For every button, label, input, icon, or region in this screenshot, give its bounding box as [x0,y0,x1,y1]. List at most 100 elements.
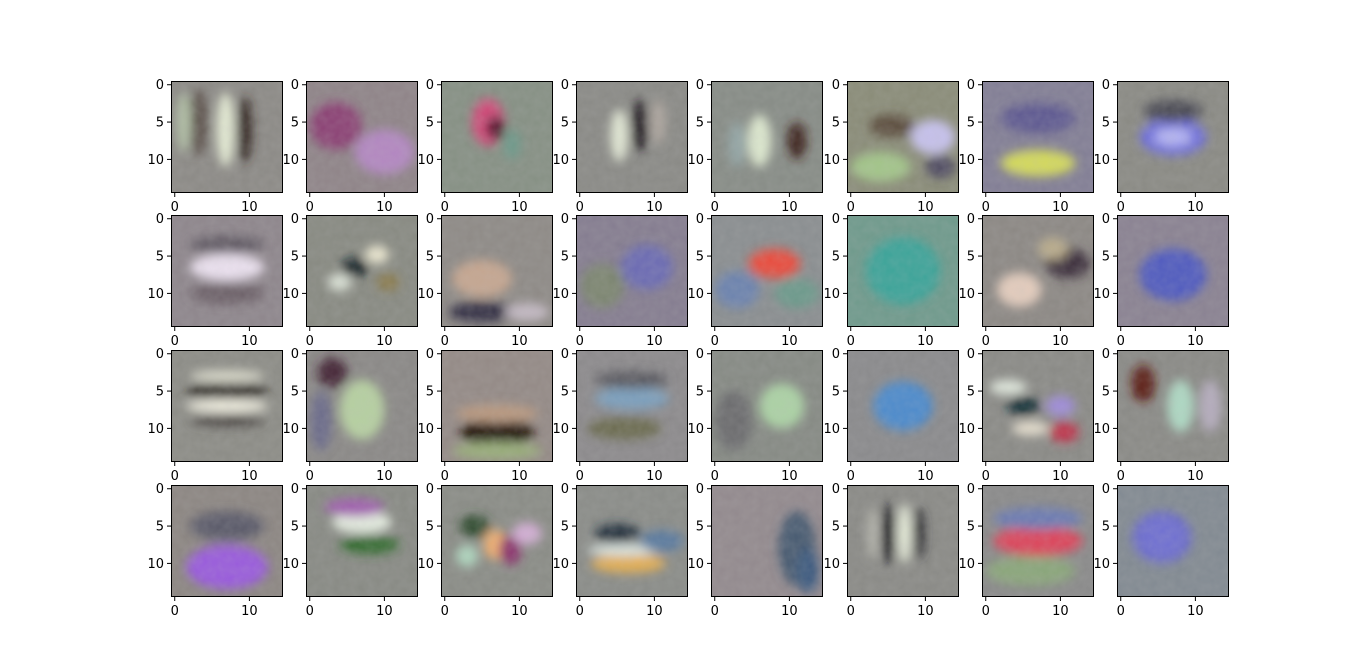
y-tick-label: 5 [832,385,840,400]
x-tick-label: 0 [982,469,990,484]
y-tick-label: 5 [832,116,840,131]
x-tick-label: 10 [646,469,663,484]
axes-frame [847,215,959,327]
filter-panel-r1-c6: 0 10 0 5 10 [958,212,1094,349]
filter-image [171,485,283,597]
axes-frame [576,485,688,597]
filter-image [982,350,1094,462]
x-tick-label: 0 [171,604,179,619]
y-tick-label: 0 [696,212,704,227]
filter-panel-r1-c2: 0 10 0 5 10 [417,212,553,349]
y-tick-label: 10 [417,287,434,302]
filter-panel-r0-c3: 0 10 0 5 10 [552,78,688,215]
filter-panel-r0-c4: 0 10 0 5 10 [687,78,823,215]
axes-frame [441,215,553,327]
y-tick-label: 0 [967,347,975,362]
y-tick-label: 5 [426,250,434,265]
x-tick-label: 10 [1187,334,1204,349]
filter-panel-r1-c3: 0 10 0 5 10 [552,212,688,349]
y-tick-label: 5 [156,385,164,400]
x-tick-label: 0 [982,334,990,349]
x-tick-label: 0 [441,604,449,619]
axes-frame [576,81,688,193]
axes-frame [711,81,823,193]
filter-noise [306,350,418,462]
filter-panel-r1-c4: 0 10 0 5 10 [687,212,823,349]
filter-image [306,215,418,327]
y-tick-label: 0 [832,482,840,497]
filter-noise [171,215,283,327]
filter-panel-r0-c7: 0 10 0 5 10 [1093,78,1229,215]
filter-noise [576,81,688,193]
y-tick-label: 5 [1102,250,1110,265]
filter-panel-r2-c3: 0 10 0 5 10 [552,347,688,484]
y-tick-label: 10 [147,153,164,168]
filter-image [441,81,553,193]
filter-panel-r2-c1: 0 10 0 5 10 [282,347,418,484]
y-tick-label: 10 [1093,153,1110,168]
axes-frame [306,485,418,597]
x-tick-label: 10 [1052,334,1069,349]
axes-frame [441,350,553,462]
x-tick-label: 0 [982,200,990,215]
filter-noise [171,485,283,597]
filter-panel-r3-c5: 0 10 0 5 10 [823,482,959,619]
axes-frame [847,350,959,462]
axes-frame [441,81,553,193]
x-tick-label: 0 [576,469,584,484]
filter-panel-r3-c2: 0 10 0 5 10 [417,482,553,619]
y-tick-label: 5 [291,116,299,131]
y-tick-label: 10 [552,422,569,437]
y-tick-label: 10 [823,422,840,437]
axes-frame [982,485,1094,597]
x-tick-label: 10 [917,334,934,349]
y-tick-label: 5 [156,520,164,535]
axes-frame [982,350,1094,462]
x-tick-label: 10 [1052,604,1069,619]
axes-frame [711,215,823,327]
y-tick-label: 10 [823,153,840,168]
y-tick-label: 5 [696,116,704,131]
y-tick-label: 5 [832,250,840,265]
filter-image [711,350,823,462]
filter-image [711,81,823,193]
filter-image [847,215,959,327]
y-tick-label: 5 [967,385,975,400]
filter-panel-r2-c6: 0 10 0 5 10 [958,347,1094,484]
x-tick-label: 10 [781,334,798,349]
x-tick-label: 10 [917,604,934,619]
filter-noise [982,215,1094,327]
x-tick-label: 0 [847,604,855,619]
x-tick-label: 0 [711,334,719,349]
x-tick-label: 0 [576,604,584,619]
y-tick-label: 5 [1102,520,1110,535]
filter-panel-r3-c6: 0 10 0 5 10 [958,482,1094,619]
x-tick-label: 10 [781,200,798,215]
filter-panel-r1-c7: 0 10 0 5 10 [1093,212,1229,349]
x-tick-label: 10 [376,469,393,484]
y-tick-label: 10 [958,422,975,437]
y-tick-label: 0 [696,347,704,362]
x-tick-label: 10 [241,200,258,215]
y-tick-label: 0 [291,347,299,362]
y-tick-label: 5 [1102,385,1110,400]
y-tick-label: 10 [417,557,434,572]
filter-noise [306,81,418,193]
y-tick-label: 5 [156,250,164,265]
y-tick-label: 10 [823,287,840,302]
filter-noise [982,81,1094,193]
y-tick-label: 0 [426,482,434,497]
y-tick-label: 0 [1102,212,1110,227]
axes-frame [982,81,1094,193]
filter-noise [847,215,959,327]
x-tick-label: 10 [511,334,528,349]
y-tick-label: 10 [282,422,299,437]
y-tick-label: 10 [823,557,840,572]
y-tick-label: 0 [696,78,704,93]
x-tick-label: 0 [576,334,584,349]
y-tick-label: 0 [696,482,704,497]
y-tick-label: 5 [696,250,704,265]
filter-image [576,350,688,462]
y-tick-label: 0 [291,482,299,497]
filter-panel-r2-c7: 0 10 0 5 10 [1093,347,1229,484]
